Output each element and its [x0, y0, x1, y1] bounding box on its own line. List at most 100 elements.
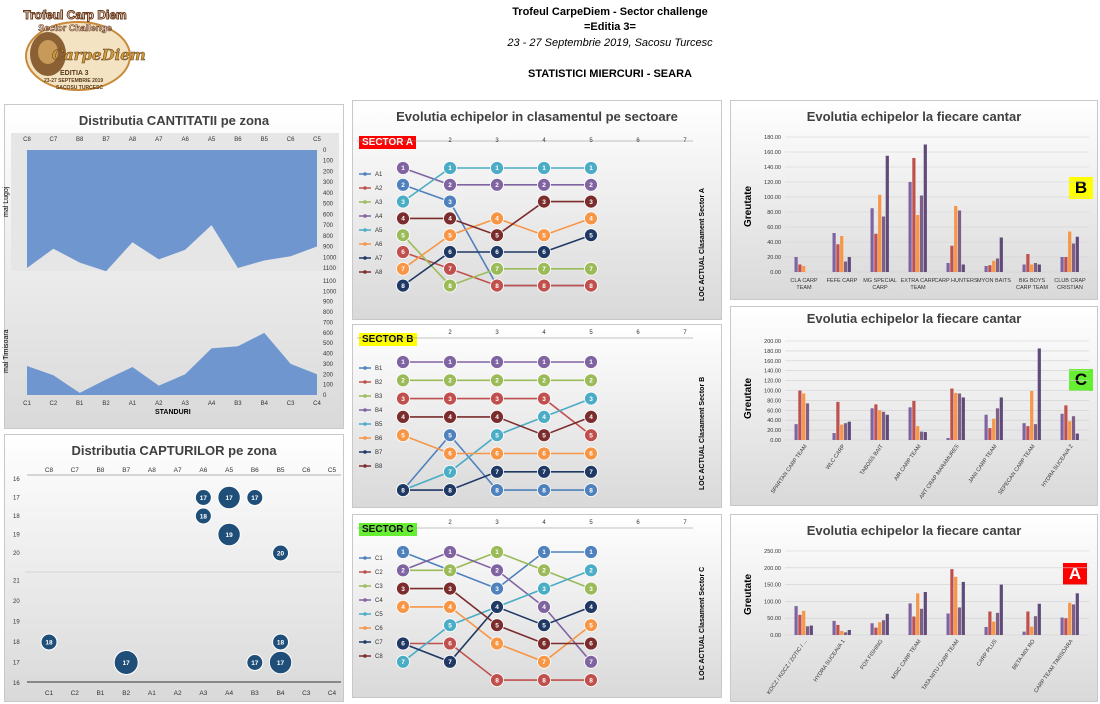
rank-point — [537, 391, 551, 406]
bubble-top-x-tick: A8 — [148, 467, 156, 474]
rank-point-label: 8 — [448, 487, 452, 494]
rank-point — [490, 228, 504, 243]
rank-point — [396, 410, 410, 424]
rank-point-label: 3 — [448, 586, 452, 593]
bar-mark — [847, 629, 851, 635]
rank-point-label: 6 — [401, 249, 405, 256]
bar-mark — [999, 237, 1003, 272]
rank-point — [396, 483, 410, 498]
bubble-top-x-tick: B6 — [251, 467, 259, 474]
bar-x-tick: EXTRA CARP TEAM — [901, 278, 936, 291]
area-top-y-tick: 400 — [323, 191, 334, 197]
rank-point — [443, 278, 457, 293]
rank-point — [396, 373, 410, 388]
rank-point — [584, 161, 598, 175]
area-bottom-y-tick: 300 — [323, 362, 334, 368]
rank-legend-marker — [363, 366, 367, 370]
bubble-top-x-tick: C8 — [45, 467, 54, 474]
rank-legend-marker — [363, 186, 367, 190]
rank-point — [584, 654, 598, 669]
bar-mark — [1022, 631, 1026, 635]
rank-legend-label: C5 — [375, 612, 383, 618]
bar-y-tick: 100.00 — [764, 389, 781, 395]
bar-mark — [961, 397, 965, 440]
rank-point-label: 3 — [448, 199, 452, 206]
bar-mark — [802, 266, 806, 272]
rank-step-tick: 4 — [542, 138, 546, 144]
sector-b-label: SECTOR B — [359, 333, 417, 346]
bubble-top-x-tick: C6 — [302, 467, 311, 474]
bar-mark — [916, 215, 920, 272]
area-bottom-label: mal Timisoara — [3, 329, 10, 373]
bar-mark — [954, 206, 958, 272]
rank-point-label: 2 — [495, 378, 499, 385]
bubble-top-y-tick: 19 — [13, 533, 20, 539]
bar-mark — [1030, 390, 1034, 440]
bar-mark — [878, 410, 882, 440]
bar-y-tick: 80.00 — [767, 398, 781, 404]
rank-step-tick: 5 — [589, 520, 593, 526]
rank-point — [396, 600, 410, 614]
rank-series-line — [402, 605, 592, 663]
rank-legend-label: B5 — [375, 422, 383, 428]
rank-point — [396, 545, 410, 559]
rank-point — [443, 428, 457, 443]
bar-mark — [984, 266, 988, 272]
bar-mark — [874, 627, 878, 635]
bar-mark — [957, 210, 962, 272]
bar-mark — [870, 208, 874, 272]
rank-point — [396, 581, 410, 596]
area-top-y-tick: 100 — [323, 159, 334, 165]
rank-point-label: 2 — [401, 568, 405, 575]
logo-script: CarpeDiem — [52, 46, 146, 65]
bar-mark — [988, 265, 992, 272]
bubble-bottom-y-tick: 21 — [13, 579, 20, 585]
bubble-label: 18 — [277, 640, 285, 647]
rank-point — [537, 278, 551, 293]
rank-point-label: 6 — [542, 451, 546, 458]
bar-mark — [1022, 264, 1026, 272]
bar-mark — [836, 624, 840, 635]
bar-panel-a: Evolutia echipelor la fiecare cantar A G… — [730, 514, 1098, 702]
bubble-bottom-y-tick: 18 — [13, 640, 20, 646]
area-bottom-x-tick: B2 — [102, 401, 110, 407]
rank-point — [443, 211, 457, 226]
rank-point-label: 2 — [589, 568, 593, 575]
bar-y-tick: 200.00 — [764, 566, 781, 572]
bubble-label: 18 — [45, 640, 53, 647]
rank-point — [443, 464, 457, 479]
bar-x-tick: CLUB CRAP CRISTIAN — [1054, 278, 1086, 291]
bar-mark — [1071, 243, 1076, 272]
area-bottom-y-tick: 500 — [323, 341, 334, 347]
bubble-label: 17 — [225, 495, 233, 502]
bar-mark — [802, 610, 806, 635]
rank-point-label: 6 — [495, 451, 499, 458]
bar-x-tick: MG SPECIAL CARP — [863, 278, 897, 291]
sector-b-side-label: LOC ACTUAL Clasament Sector B — [699, 376, 706, 490]
rank-legend-marker — [363, 270, 367, 274]
bar-mark — [1071, 416, 1076, 440]
bubble-bottom-x-tick: B1 — [96, 690, 104, 697]
rank-point-label: 1 — [495, 359, 499, 366]
rank-point — [443, 177, 457, 192]
bar-mark — [1060, 257, 1064, 272]
rank-chart-title: Evolutia echipelor in clasamentul pe sec… — [396, 109, 678, 124]
rank-point-label: 7 — [448, 266, 452, 273]
bar-mark — [874, 233, 878, 272]
rank-point-label: 6 — [542, 641, 546, 648]
bar-panel-b: Evolutia echipelor la fiecare cantar B G… — [730, 100, 1098, 300]
bar-mark — [885, 155, 889, 272]
rank-point-label: 7 — [589, 469, 593, 476]
area-bottom-x-tick: C2 — [50, 401, 58, 407]
rank-step-tick: 3 — [495, 520, 499, 526]
header-subtitle: STATISTICI MIERCURI - SEARA — [528, 68, 692, 80]
rank-point — [537, 428, 551, 443]
bubble-bottom-y-tick: 17 — [13, 661, 20, 667]
rank-point-label: 2 — [448, 182, 452, 189]
rank-legend-marker — [363, 380, 367, 384]
bar-y-tick: 50.00 — [767, 616, 781, 622]
bar-mark — [957, 393, 962, 440]
rank-point-label: 5 — [495, 232, 499, 239]
logo-arc-mid: Sector Challenge — [38, 23, 112, 34]
rank-legend-label: C7 — [375, 640, 383, 646]
